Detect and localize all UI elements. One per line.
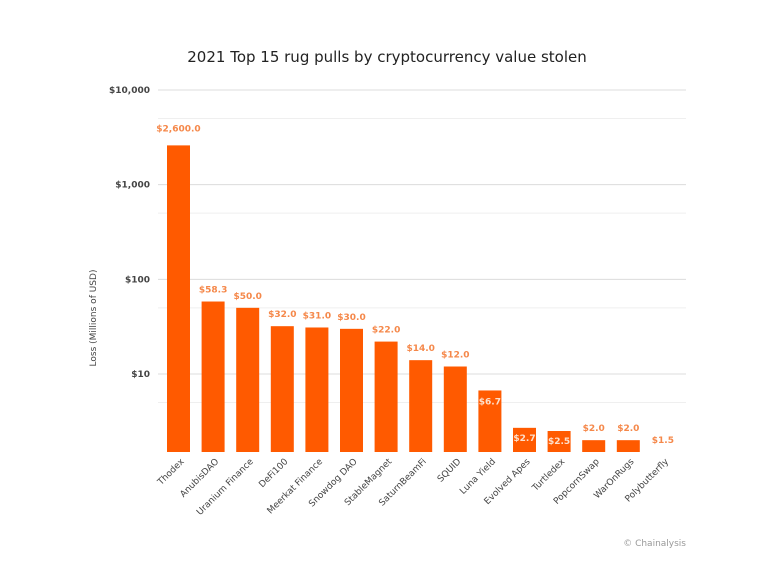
data-label: $2.0 (583, 424, 605, 434)
x-tick-label: SQUID (436, 457, 464, 485)
data-label: $2.7 (513, 434, 535, 444)
data-label: $2.0 (617, 424, 639, 434)
x-tick-label: Thodex (155, 457, 187, 489)
bar (201, 301, 225, 452)
data-labels: $2,600.0 $58.3 $50.0 $32.0 $31.0 $30.0 $22.0 $1… (156, 124, 674, 447)
bar (305, 327, 329, 452)
x-tick-label: DeFi100 (257, 457, 290, 490)
data-label: $2,600.0 (156, 124, 200, 134)
bar (513, 427, 536, 452)
data-label: $31.0 (303, 311, 331, 321)
data-label: $14.0 (406, 344, 434, 354)
bar (167, 145, 190, 452)
chart-title: 2021 Top 15 rug pulls by cryptocurrency … (187, 48, 586, 66)
bars (167, 145, 640, 452)
y-axis-ticks: $10 $100 $1,000 $10,000 (109, 86, 150, 380)
y-tick-label: $10 (131, 370, 150, 380)
bar (582, 440, 606, 452)
y-tick-label: $100 (125, 275, 150, 285)
bar (478, 390, 502, 452)
data-label: $32.0 (268, 310, 296, 320)
bar (616, 440, 640, 452)
bar (409, 360, 433, 452)
y-axis-label: Loss (Millions of USD) (89, 270, 99, 367)
data-label: $12.0 (441, 351, 469, 361)
bar (236, 307, 260, 452)
data-label: $30.0 (337, 313, 365, 323)
data-label: $2.5 (548, 437, 570, 447)
data-label: $1.5 (652, 436, 674, 446)
bar (270, 326, 294, 452)
credit-text: © Chainalysis (623, 539, 686, 549)
data-label: $58.3 (199, 286, 227, 296)
bar (443, 366, 467, 452)
y-tick-label: $1,000 (115, 181, 150, 191)
data-label: $22.0 (372, 326, 400, 336)
bar (340, 328, 363, 452)
data-label: $6.7 (479, 397, 501, 407)
bar (547, 430, 571, 452)
y-tick-label: $10,000 (109, 86, 150, 96)
bar (374, 341, 398, 452)
data-label: $50.0 (233, 292, 261, 302)
